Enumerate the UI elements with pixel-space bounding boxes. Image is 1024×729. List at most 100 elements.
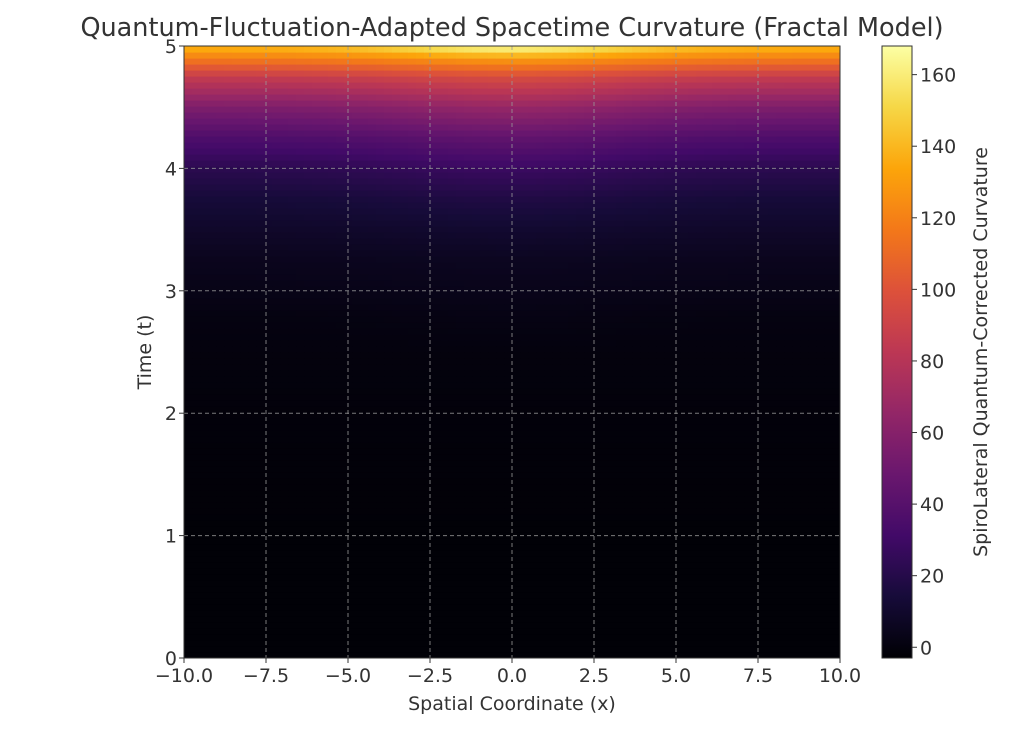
heatmap-cell bbox=[304, 460, 313, 467]
heatmap-cell bbox=[408, 484, 417, 491]
heatmap-cell bbox=[416, 406, 425, 413]
heatmap-cell bbox=[352, 526, 361, 533]
heatmap-cell bbox=[248, 604, 257, 611]
heatmap-cell bbox=[744, 508, 753, 515]
heatmap-cell bbox=[512, 472, 521, 479]
heatmap-cell bbox=[600, 394, 609, 401]
heatmap-cell bbox=[424, 556, 433, 563]
heatmap-cell bbox=[760, 358, 769, 365]
heatmap-cell bbox=[360, 634, 369, 641]
heatmap-cell bbox=[784, 454, 793, 461]
heatmap-cell bbox=[720, 310, 729, 317]
heatmap-cell bbox=[704, 388, 713, 395]
heatmap-cell bbox=[624, 292, 633, 299]
heatmap-cell bbox=[392, 466, 401, 473]
heatmap-cell bbox=[600, 646, 609, 653]
heatmap-cell bbox=[488, 442, 497, 449]
heatmap-cell bbox=[728, 304, 737, 311]
heatmap-cell bbox=[568, 580, 577, 587]
heatmap-cell bbox=[808, 334, 817, 341]
heatmap-cell bbox=[528, 466, 537, 473]
heatmap-cell bbox=[544, 616, 553, 623]
heatmap-cell bbox=[432, 388, 441, 395]
heatmap-cell bbox=[368, 544, 377, 551]
heatmap-cell bbox=[408, 514, 417, 521]
heatmap-cell bbox=[624, 622, 633, 629]
heatmap-cell bbox=[320, 514, 329, 521]
heatmap-cell bbox=[768, 310, 777, 317]
heatmap-cell bbox=[488, 598, 497, 605]
heatmap-cell bbox=[216, 376, 225, 383]
heatmap-cell bbox=[784, 418, 793, 425]
heatmap-cell bbox=[552, 640, 561, 647]
heatmap-cell bbox=[528, 382, 537, 389]
heatmap-cell bbox=[184, 616, 193, 623]
heatmap-cell bbox=[304, 592, 313, 599]
heatmap-cell bbox=[264, 298, 273, 305]
heatmap-cell bbox=[296, 364, 305, 371]
heatmap-cell bbox=[792, 406, 801, 413]
heatmap-cell bbox=[352, 652, 361, 658]
heatmap-cell bbox=[608, 514, 617, 521]
heatmap-cell bbox=[512, 466, 521, 473]
heatmap-cell bbox=[352, 520, 361, 527]
heatmap-cell bbox=[768, 406, 777, 413]
heatmap-cell bbox=[320, 484, 329, 491]
heatmap-cell bbox=[328, 514, 337, 521]
heatmap-cell bbox=[792, 382, 801, 389]
heatmap-cell bbox=[336, 622, 345, 629]
heatmap-cell bbox=[472, 550, 481, 557]
heatmap-cell bbox=[728, 604, 737, 611]
heatmap-cell bbox=[200, 514, 209, 521]
heatmap-cell bbox=[552, 556, 561, 563]
heatmap-cell bbox=[736, 622, 745, 629]
heatmap-cell bbox=[768, 340, 777, 347]
heatmap-cell bbox=[520, 526, 529, 533]
heatmap-cell bbox=[696, 568, 705, 575]
heatmap-cell bbox=[560, 478, 569, 485]
heatmap-cell bbox=[736, 592, 745, 599]
heatmap-cell bbox=[456, 352, 465, 359]
heatmap-cell bbox=[336, 418, 345, 425]
heatmap-cell bbox=[424, 424, 433, 431]
heatmap-cell bbox=[608, 430, 617, 437]
heatmap-cell bbox=[240, 322, 249, 329]
heatmap-cell bbox=[528, 574, 537, 581]
heatmap-cell bbox=[552, 496, 561, 503]
heatmap-cell bbox=[656, 538, 665, 545]
heatmap-cell bbox=[816, 514, 825, 521]
heatmap-cell bbox=[640, 604, 649, 611]
heatmap-cell bbox=[696, 646, 705, 653]
heatmap-cell bbox=[816, 418, 825, 425]
heatmap-cell bbox=[648, 526, 657, 533]
heatmap-cell bbox=[440, 418, 449, 425]
heatmap-cell bbox=[712, 406, 721, 413]
heatmap-cell bbox=[760, 460, 769, 467]
heatmap-cell bbox=[632, 340, 641, 347]
heatmap-cell bbox=[784, 430, 793, 437]
heatmap-cell bbox=[376, 496, 385, 503]
heatmap-cell bbox=[712, 418, 721, 425]
heatmap-cell bbox=[600, 430, 609, 437]
heatmap-cell bbox=[592, 376, 601, 383]
heatmap-cell bbox=[696, 322, 705, 329]
heatmap-cell bbox=[808, 532, 817, 539]
heatmap-cell bbox=[712, 580, 721, 587]
heatmap-cell bbox=[224, 508, 233, 515]
heatmap-cell bbox=[504, 580, 513, 587]
heatmap-cell bbox=[272, 424, 281, 431]
heatmap-cell bbox=[288, 334, 297, 341]
heatmap-cell bbox=[832, 616, 840, 623]
heatmap-cell bbox=[824, 418, 833, 425]
heatmap-cell bbox=[184, 304, 193, 311]
heatmap-cell bbox=[648, 430, 657, 437]
heatmap-cell bbox=[280, 604, 289, 611]
heatmap-cell bbox=[800, 478, 809, 485]
heatmap-cell bbox=[224, 526, 233, 533]
heatmap-cell bbox=[344, 334, 353, 341]
heatmap-cell bbox=[536, 544, 545, 551]
heatmap-cell bbox=[720, 316, 729, 323]
heatmap-cell bbox=[568, 358, 577, 365]
heatmap-cell bbox=[824, 544, 833, 551]
heatmap-cell bbox=[632, 292, 641, 299]
